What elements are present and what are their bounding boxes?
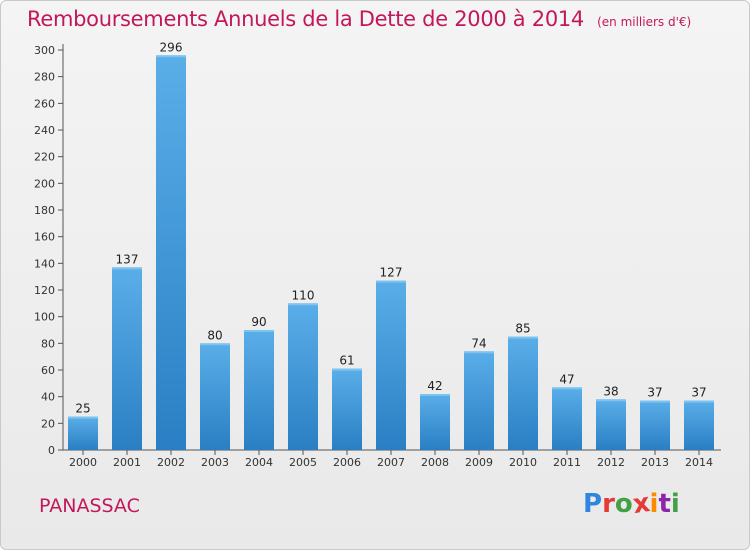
bar-top-highlight xyxy=(112,267,142,270)
y-tick-label: 200 xyxy=(34,177,55,190)
x-tick-label: 2004 xyxy=(245,456,273,469)
data-label: 47 xyxy=(559,372,574,386)
bar xyxy=(288,303,318,450)
x-tick-label: 2000 xyxy=(69,456,97,469)
proxiti-logo-letter: t xyxy=(658,489,671,519)
bar-top-highlight xyxy=(508,336,538,339)
bar-top-highlight xyxy=(68,416,98,419)
bar xyxy=(376,280,406,450)
bar xyxy=(420,394,450,450)
bar-top-highlight xyxy=(200,343,230,346)
bar xyxy=(112,267,142,450)
bar xyxy=(552,387,582,450)
bar xyxy=(244,330,274,450)
proxiti-logo: Proxiti xyxy=(583,487,680,521)
x-tick-label: 2010 xyxy=(509,456,537,469)
y-tick-label: 280 xyxy=(34,71,55,84)
data-label: 296 xyxy=(160,40,183,54)
x-axis: 2000 2001 2002 2003 2004 2005 2006 2007 2008 2009… xyxy=(63,449,721,469)
x-tick-label: 2013 xyxy=(641,456,669,469)
y-tick-label: 240 xyxy=(34,124,55,137)
bar-top-highlight xyxy=(376,280,406,283)
bar xyxy=(156,55,186,450)
data-label: 85 xyxy=(515,322,530,336)
bar-top-highlight xyxy=(288,303,318,306)
y-tick-label: 100 xyxy=(34,311,55,324)
proxiti-logo-letter: x xyxy=(630,487,652,521)
x-tick-label: 2011 xyxy=(553,456,581,469)
chart-unit: (en milliers d'€) xyxy=(597,15,692,29)
proxiti-logo-letter: P xyxy=(583,489,603,519)
bar xyxy=(684,400,714,450)
y-tick-label: 120 xyxy=(34,284,55,297)
data-label: 37 xyxy=(647,386,662,400)
x-tick-label: 2006 xyxy=(333,456,361,469)
y-tick-label: 180 xyxy=(34,204,55,217)
proxiti-logo-letter: i xyxy=(670,489,680,519)
data-label: 80 xyxy=(207,328,222,342)
bar-top-highlight xyxy=(332,368,362,371)
x-tick-label: 2007 xyxy=(377,456,405,469)
y-tick-label: 220 xyxy=(34,151,55,164)
data-label: 37 xyxy=(691,386,706,400)
bar-top-highlight xyxy=(552,387,582,390)
bar-top-highlight xyxy=(244,330,274,332)
proxiti-logo-letter: o xyxy=(614,489,633,519)
y-tick-label: 300 xyxy=(34,44,55,57)
bar-top-highlight xyxy=(156,55,186,58)
data-label: 25 xyxy=(75,402,90,416)
data-label: 127 xyxy=(380,266,403,280)
bar-top-highlight xyxy=(640,400,670,403)
y-tick-label: 80 xyxy=(41,337,55,350)
data-labels: 25 137 296 80 90 110 61 127 42 74 85 47 38 37 37 xyxy=(75,40,706,415)
x-tick-label: 2005 xyxy=(289,456,317,469)
x-tick-label: 2003 xyxy=(201,456,229,469)
y-tick-label: 160 xyxy=(34,231,55,244)
chart-title-row: Remboursements Annuels de la Dette de 20… xyxy=(27,7,691,31)
bar-top-highlight xyxy=(464,351,494,354)
data-label: 42 xyxy=(427,379,442,393)
x-tick-label: 2014 xyxy=(685,456,713,469)
bar xyxy=(640,400,670,450)
x-tick-label: 2001 xyxy=(113,456,141,469)
bar xyxy=(464,351,494,450)
y-tick-label: 60 xyxy=(41,364,55,377)
bar xyxy=(68,416,98,450)
data-label: 110 xyxy=(292,288,315,302)
bar xyxy=(596,399,626,450)
bar-top-highlight xyxy=(684,400,714,403)
data-label: 137 xyxy=(116,252,139,266)
y-tick-label: 140 xyxy=(34,257,55,270)
y-axis: 0 20 40 60 80 100 120 140 160 180 200 220 240 260 280 3… xyxy=(34,44,64,457)
x-tick-label: 2008 xyxy=(421,456,449,469)
bar xyxy=(508,336,538,450)
data-label: 61 xyxy=(339,354,354,368)
bar-top-highlight xyxy=(420,394,450,396)
proxiti-logo-letter: i xyxy=(649,489,659,519)
bars xyxy=(68,55,714,450)
commune-name: PANASSAC xyxy=(39,495,140,517)
x-tick-label: 2012 xyxy=(597,456,625,469)
x-tick-label: 2009 xyxy=(465,456,493,469)
proxiti-logo-letter: r xyxy=(602,489,615,519)
bar-top-highlight xyxy=(596,399,626,402)
data-label: 90 xyxy=(251,315,266,329)
y-tick-label: 260 xyxy=(34,97,55,110)
bar xyxy=(332,368,362,450)
data-label: 38 xyxy=(603,384,618,398)
y-tick-label: 20 xyxy=(41,417,55,430)
y-tick-label: 40 xyxy=(41,391,55,404)
data-label: 74 xyxy=(471,336,486,350)
x-tick-label: 2002 xyxy=(157,456,185,469)
bar xyxy=(200,343,230,450)
chart-title: Remboursements Annuels de la Dette de 20… xyxy=(27,7,584,31)
y-tick-label: 0 xyxy=(48,444,55,457)
